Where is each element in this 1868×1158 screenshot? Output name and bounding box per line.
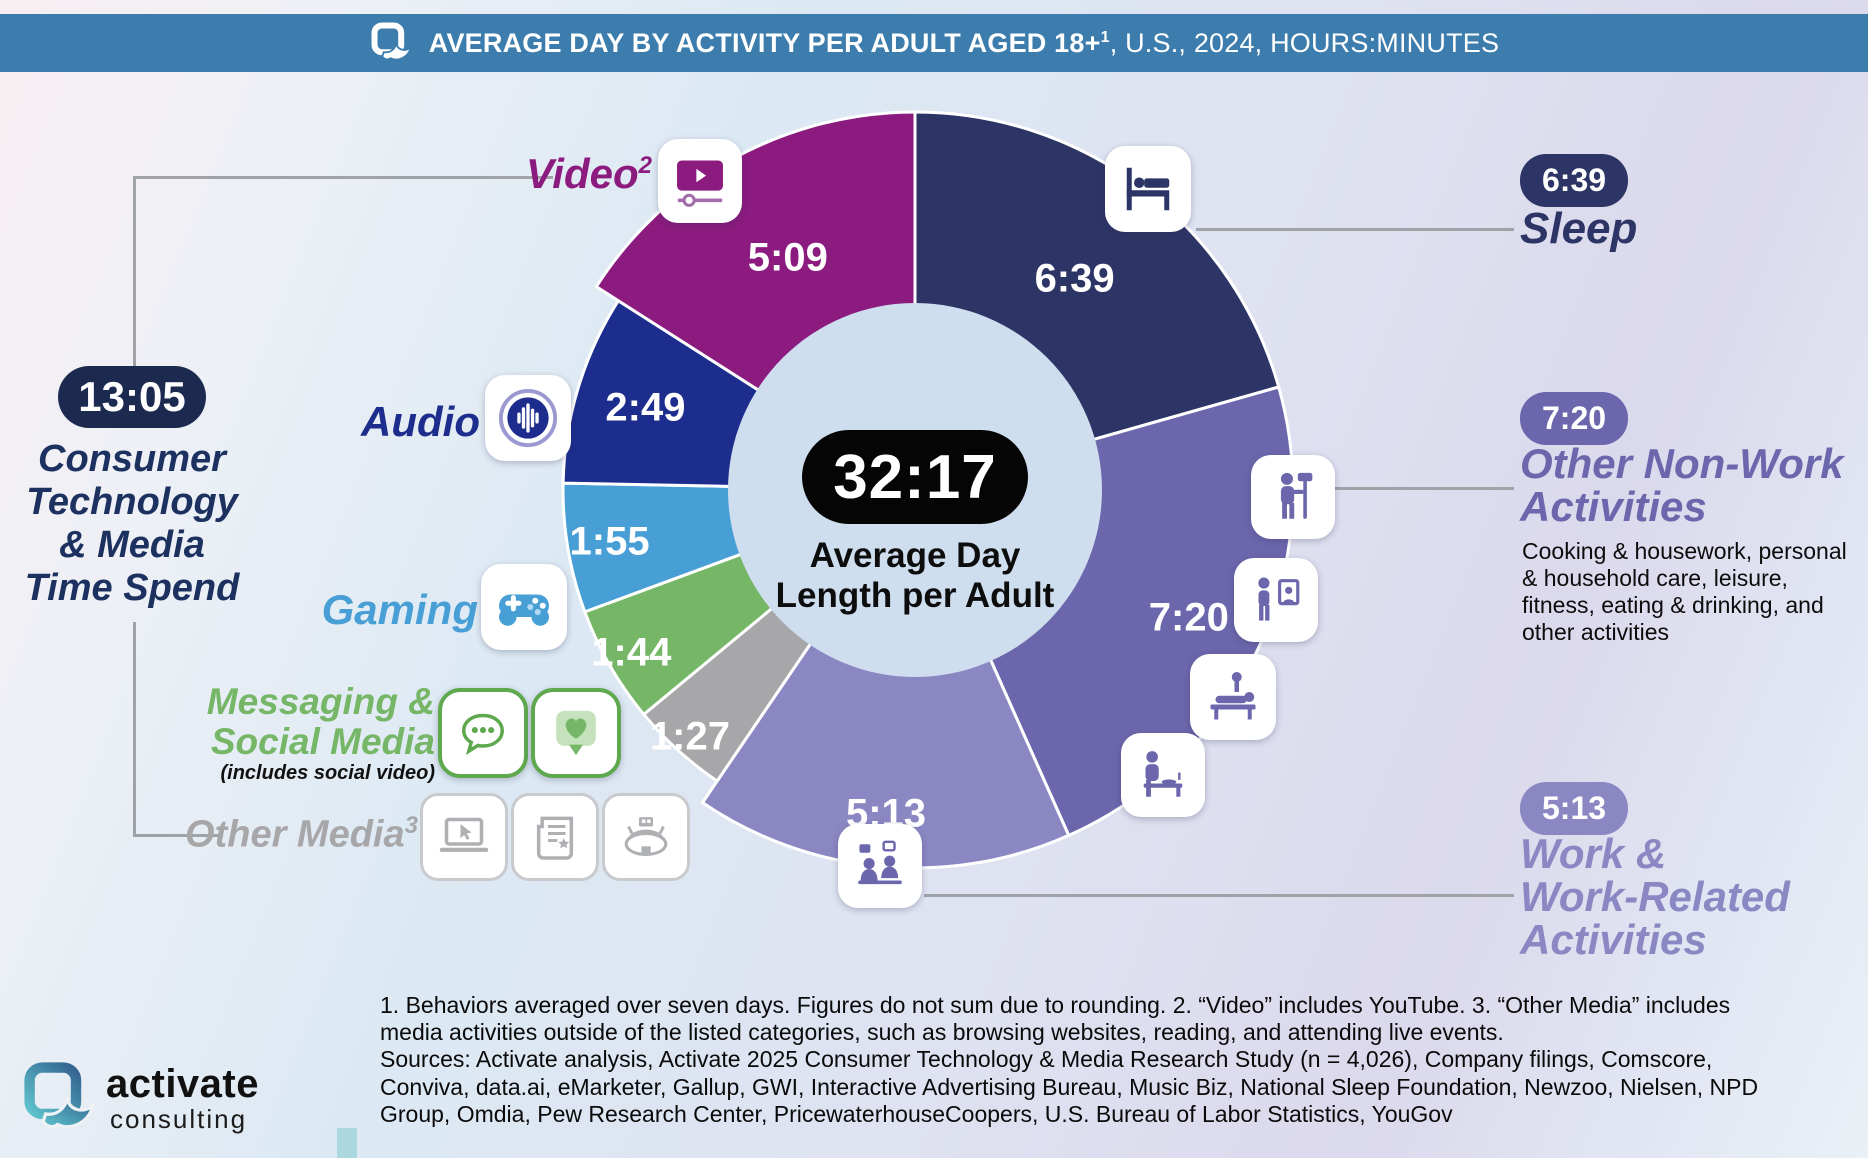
connector-left-top: [133, 176, 136, 368]
page-title-suffix: , U.S., 2024, HOURS:MINUTES: [1109, 27, 1500, 58]
decorative-bar: [337, 1128, 357, 1158]
connector-other-media: [133, 834, 223, 837]
massage-icon: [1190, 654, 1276, 740]
consumer-tech-label: Consumer Technology & Media Time Spend: [24, 438, 240, 609]
segment-value-audio: 2:49: [605, 385, 686, 430]
other-media-footnote-marker: 3: [404, 812, 418, 839]
video-label: Video2: [526, 150, 652, 198]
bed-sleep-icon: [1105, 146, 1191, 232]
page-title-main: AVERAGE DAY BY ACTIVITY PER ADULT AGED 1…: [428, 27, 1101, 58]
consumer-tech-total-value: 13:05: [78, 373, 186, 420]
non-work-time-badge: 7:20: [1520, 392, 1629, 445]
gaming-label: Gaming: [321, 586, 478, 633]
messaging-label-line2: Social Media: [210, 721, 435, 762]
connector-video: [133, 176, 553, 179]
non-work-description: Cooking & housework, personal & househol…: [1522, 538, 1847, 645]
segment-value-gaming: 1:55: [569, 519, 650, 564]
activate-logo-icon: [369, 20, 415, 66]
chat-bubble-icon: [438, 688, 528, 778]
segment-value-other-media: 1:27: [649, 714, 730, 759]
connector-non-work: [1298, 487, 1514, 490]
total-time-value: 32:17: [833, 442, 997, 512]
non-work-title: Other Non-Work Activities: [1520, 440, 1844, 530]
mirror-person-icon: [1234, 558, 1318, 642]
total-time-badge: 32:17: [802, 430, 1028, 524]
meeting-icon: [838, 824, 922, 908]
connector-work: [924, 894, 1514, 897]
video-player-icon: [658, 139, 742, 223]
messaging-note: (includes social video): [220, 762, 435, 784]
page-title: AVERAGE DAY BY ACTIVITY PER ADULT AGED 1…: [429, 28, 1499, 59]
newspaper-icon: [511, 793, 599, 881]
center-caption: Average Day Length per Adult: [775, 536, 1055, 615]
messaging-label-line1: Messaging &: [206, 681, 435, 722]
dining-icon: [1121, 733, 1205, 817]
sleep-title: Sleep: [1520, 204, 1638, 253]
other-media-label-text: Other Media: [185, 813, 405, 856]
segment-value-video: 5:09: [747, 235, 828, 280]
brand-name: activate: [106, 1062, 259, 1106]
work-time-badge: 5:13: [1520, 782, 1629, 835]
segment-value-sleep: 6:39: [1034, 256, 1115, 301]
consumer-tech-total-badge: 13:05: [58, 366, 206, 428]
connector-left-bottom: [133, 622, 136, 836]
video-label-text: Video: [525, 150, 639, 197]
sleep-time-badge: 6:39: [1520, 154, 1629, 207]
page-title-footnote-marker: 1: [1100, 28, 1110, 46]
heart-like-icon: [531, 688, 621, 778]
cleaning-person-icon: [1251, 455, 1335, 539]
laptop-cursor-icon: [420, 793, 508, 881]
other-media-label: Other Media3: [185, 812, 418, 857]
gamepad-icon: [481, 564, 567, 650]
segment-value-messaging-social: 1:44: [591, 630, 672, 675]
header-bar: AVERAGE DAY BY ACTIVITY PER ADULT AGED 1…: [0, 14, 1868, 72]
messaging-label: Messaging & Social Media: [207, 682, 435, 762]
work-title: Work & Work-Related Activities: [1520, 830, 1790, 963]
activate-consulting-logo-icon: [20, 1058, 100, 1143]
audio-label: Audio: [361, 398, 480, 445]
brand-subtitle: consulting: [110, 1104, 248, 1134]
stadium-icon: [602, 793, 690, 881]
video-footnote-marker: 2: [638, 152, 652, 179]
connector-sleep: [1196, 228, 1514, 231]
audio-waveform-icon: [485, 375, 571, 461]
segment-value-other-non-work: 7:20: [1148, 595, 1229, 640]
footnotes: 1. Behaviors averaged over seven days. F…: [380, 992, 1759, 1127]
